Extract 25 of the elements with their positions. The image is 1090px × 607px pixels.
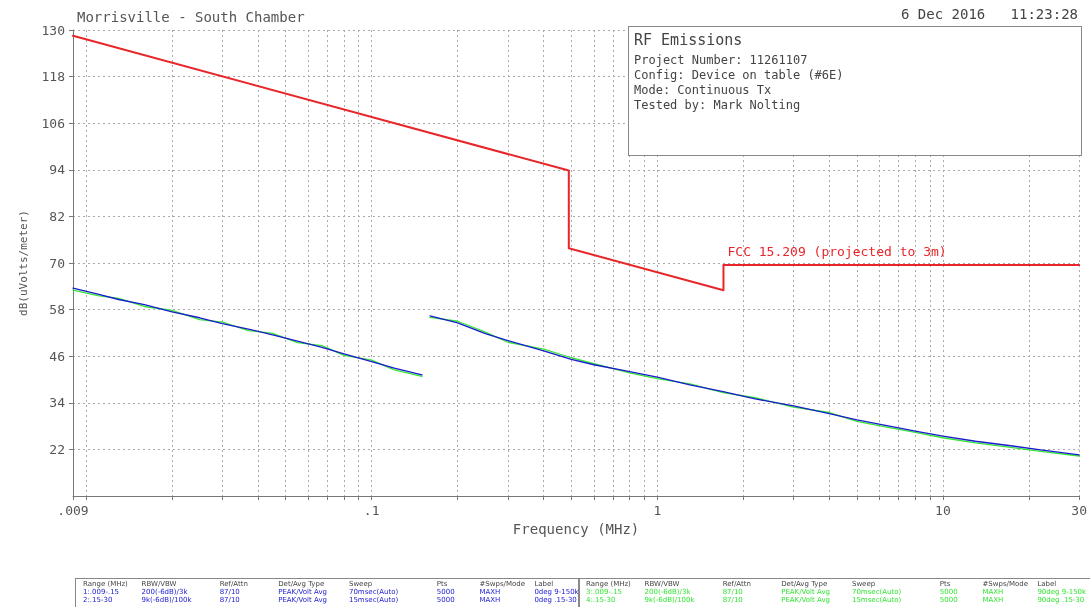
annotation: Config: Device on table (#6E)	[634, 68, 844, 82]
x-tick-label: .009	[57, 503, 89, 518]
y-tick-label: 22	[49, 441, 65, 457]
x-tick-label: .1	[363, 503, 380, 518]
annotation: Tested by: Mark Nolting	[634, 98, 801, 112]
y-tick-label: 106	[41, 115, 65, 131]
annotation: Project Number: 11261107	[634, 53, 808, 67]
y-tick-label: 34	[49, 395, 66, 411]
x-tick-label: 10	[935, 503, 951, 518]
text: 6 Dec 2016 11:23:28	[900, 6, 1078, 22]
y-tick-label: 46	[49, 348, 65, 364]
y-tick-label: 94	[49, 162, 66, 178]
chart-title: Morrisville - South Chamber	[77, 9, 305, 25]
y-tick-label: 130	[41, 22, 65, 38]
y-tick-label: 58	[49, 302, 65, 318]
y-tick-label: 118	[41, 69, 65, 85]
y-axis-title: dB(uVolts/meter)	[17, 210, 30, 316]
x-tick-label: 1	[653, 503, 662, 518]
y-tick-label: 70	[49, 255, 65, 271]
x-tick-label: 30	[1071, 503, 1087, 518]
annotation: RF Emissions	[634, 31, 743, 49]
y-tick-label: 82	[49, 208, 65, 224]
series-label: FCC 15.209 (projected to 3m)	[727, 243, 947, 259]
annotation: Mode: Continuous Tx	[634, 83, 772, 97]
x-axis-title: Frequency (MHz)	[512, 521, 640, 537]
